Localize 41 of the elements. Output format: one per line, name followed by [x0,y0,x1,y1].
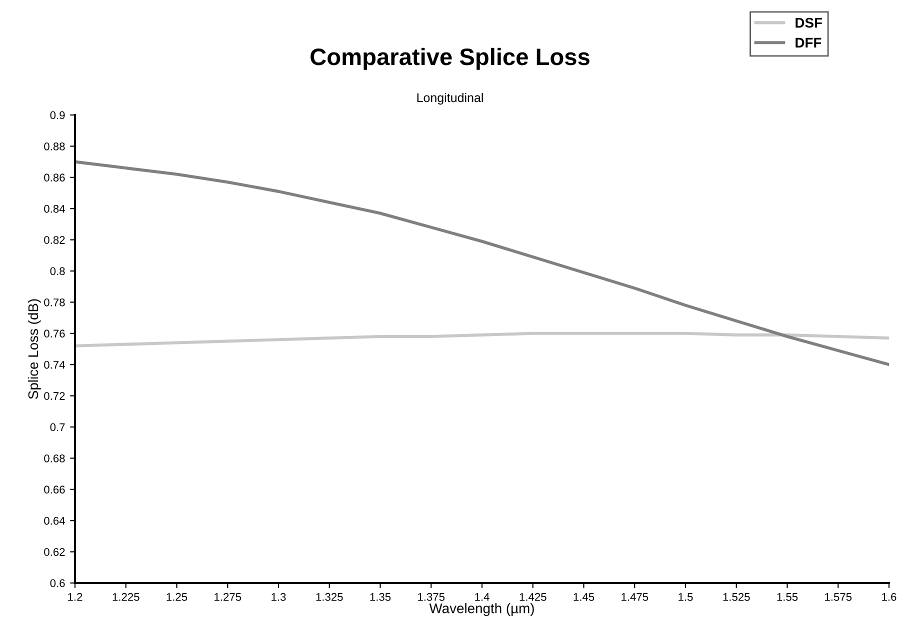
y-tick-label: 0.76 [44,330,65,338]
y-tick-label: 0.7 [50,423,65,432]
x-axis-title: Wavelength (µm) [429,603,534,616]
y-tick-label: 0.88 [44,142,65,150]
y-tick-label: 0.68 [44,454,65,462]
y-tick-label: 0.66 [44,486,65,494]
x-tick-label: 1.4 [475,593,490,601]
y-tick-label: 0.6 [50,579,65,588]
line-series [75,160,889,366]
x-tick-label: 1.375 [418,593,445,601]
y-tick-label: 0.78 [44,298,65,306]
y-axis-title: Splice Loss (dB) [28,299,41,399]
x-tick-label: 1.35 [370,593,391,601]
x-tick-label: 1.25 [166,593,188,601]
y-tick-label: 0.9 [50,111,65,120]
x-tick-label: 1.6 [882,593,896,601]
y-tick-label: 0.82 [44,236,65,244]
legend-label: DFF [796,38,822,48]
x-tick-label: 1.3 [272,593,286,601]
y-tick-label: 0.72 [44,392,65,400]
y-tick-label: 0.64 [44,516,65,525]
x-tick-label: 1.5 [678,593,693,601]
x-tick-label: 1.2 [68,593,82,601]
x-tick-label: 1.275 [214,593,242,601]
y-tick-label: 0.84 [44,204,65,213]
x-tick-label: 1.575 [825,593,852,601]
y-tick-label: 0.8 [50,267,65,276]
x-tick-label: 1.325 [316,593,343,601]
x-tick-label: 1.425 [520,593,546,601]
line-series [75,332,889,348]
x-tick-label: 1.45 [574,593,594,601]
legend-label: DSF [796,18,822,28]
y-tick-label: 0.74 [44,360,65,369]
chart-subtitle: Longitudinal [417,92,483,105]
y-tick-label: 0.62 [44,548,65,556]
x-tick-label: 1.475 [622,593,648,601]
x-tick-label: 1.525 [723,593,750,601]
x-tick-label: 1.225 [112,593,140,601]
chart-title: Comparative Splice Loss [310,48,590,70]
y-tick-label: 0.86 [44,174,65,182]
x-tick-label: 1.55 [777,593,798,601]
